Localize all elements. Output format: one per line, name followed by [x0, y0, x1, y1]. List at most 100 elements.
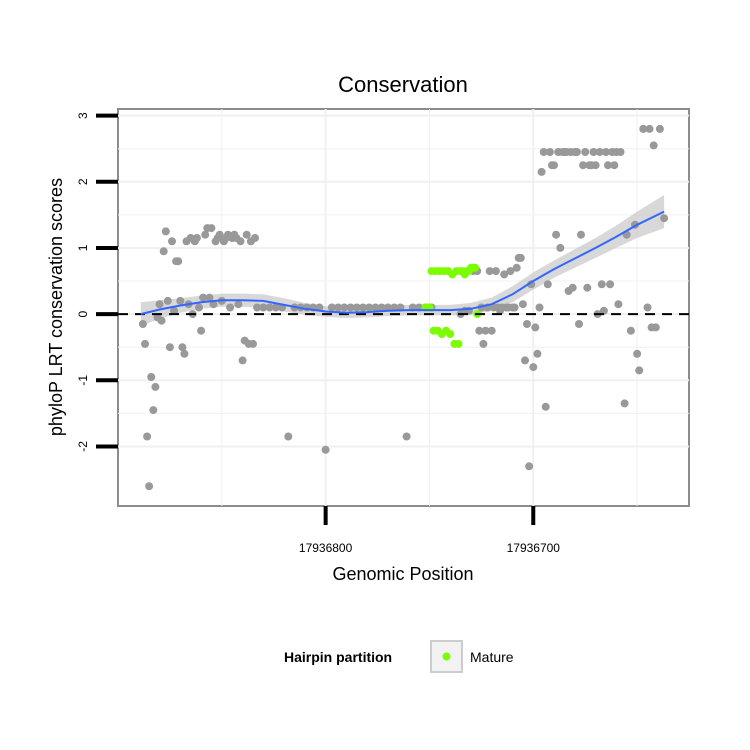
chart-title: Conservation: [338, 72, 468, 97]
data-point-other: [599, 306, 608, 315]
data-point-other: [249, 339, 257, 348]
data-point-other: [161, 227, 170, 236]
data-point-other: [253, 303, 262, 312]
data-point-other: [500, 270, 509, 279]
data-point-other: [487, 326, 496, 335]
data-point-other: [595, 148, 604, 156]
data-point-other: [180, 349, 189, 358]
data-point-other: [616, 148, 625, 156]
data-point-other: [643, 303, 652, 312]
data-point-other: [346, 303, 355, 312]
data-point-other: [334, 303, 343, 312]
legend: Hairpin partition Mature: [284, 640, 514, 673]
data-point-other: [518, 300, 527, 309]
data-point-other: [284, 432, 293, 441]
data-point-other: [157, 316, 166, 325]
data-point-other: [579, 161, 588, 170]
data-point-other: [577, 230, 585, 239]
data-point-other: [525, 462, 534, 471]
x-axis-title: Genomic Position: [332, 564, 473, 584]
data-point-other: [201, 230, 210, 239]
data-point-other: [359, 303, 367, 312]
data-point-other: [352, 303, 361, 312]
data-point-other: [510, 303, 519, 312]
y-tick-label: -2: [76, 441, 90, 452]
data-point-other: [234, 300, 243, 309]
data-point-other: [660, 214, 669, 223]
data-point-other: [591, 161, 600, 170]
data-point-other: [610, 161, 619, 170]
legend-title: Hairpin partition: [284, 649, 392, 665]
data-point-other: [552, 230, 561, 239]
legend-key-mature-icon: [442, 652, 451, 661]
data-point-other: [402, 432, 411, 441]
data-point-other: [527, 280, 536, 289]
data-point-other: [575, 320, 583, 328]
data-point-other: [649, 141, 658, 150]
legend-label-mature: Mature: [470, 649, 514, 665]
y-tick-label: 0: [76, 310, 90, 317]
data-point-other: [533, 349, 542, 358]
data-point-other: [143, 432, 152, 441]
data-point-other: [215, 230, 224, 239]
x-tick-label: 17936700: [507, 541, 561, 555]
data-point-other: [604, 161, 612, 170]
data-point-other: [614, 300, 623, 309]
data-point-other: [633, 349, 642, 358]
data-point-other: [541, 402, 550, 411]
data-point-other: [597, 280, 606, 289]
data-point-other: [516, 253, 525, 262]
data-point-other: [321, 445, 330, 454]
data-point-other: [606, 280, 615, 289]
data-point-other: [207, 224, 216, 233]
smooth-confidence-band: [140, 195, 665, 326]
data-point-other: [475, 326, 484, 335]
data-point-other: [238, 356, 247, 365]
data-point-other: [178, 343, 187, 352]
data-point-other: [635, 366, 644, 375]
data-point-other: [390, 303, 399, 312]
data-point-other: [195, 303, 203, 312]
data-point-other: [138, 320, 147, 328]
data-point-other: [165, 343, 174, 352]
y-tick-label: -1: [76, 375, 90, 386]
data-point-other: [377, 303, 386, 312]
data-point-other: [383, 303, 392, 312]
data-point-other: [545, 148, 554, 156]
data-point-other: [535, 303, 544, 312]
data-point-other: [581, 148, 590, 156]
series-other-points: [138, 124, 669, 491]
data-point-other: [481, 326, 490, 335]
data-point-other: [251, 234, 259, 242]
data-point-other: [583, 283, 592, 292]
data-point-other: [556, 243, 565, 252]
x-axis: 17936800 17936700: [299, 506, 560, 555]
data-point-other: [145, 482, 154, 491]
data-point-other: [155, 300, 164, 309]
data-point-other: [479, 339, 488, 348]
y-tick-label: 1: [76, 244, 90, 251]
data-point-other: [512, 263, 521, 272]
y-tick-label: 3: [76, 112, 90, 119]
data-point-other: [163, 296, 172, 305]
data-point-other: [174, 257, 183, 266]
data-point-mature: [471, 263, 480, 272]
data-point-other: [371, 303, 380, 312]
data-point-other: [639, 124, 648, 133]
data-point-mature: [454, 339, 463, 348]
data-point-other: [651, 323, 660, 332]
data-point-other: [205, 293, 214, 302]
data-point-other: [491, 267, 500, 276]
data-point-other: [531, 323, 540, 332]
data-point-other: [620, 399, 629, 408]
data-point-other: [539, 148, 548, 156]
data-point-other: [529, 363, 538, 372]
data-point-other: [159, 247, 168, 256]
data-point-other: [209, 300, 218, 309]
x-tick-label: 17936800: [299, 541, 353, 555]
data-point-other: [259, 303, 268, 312]
data-point-other: [199, 293, 208, 302]
data-point-other: [655, 124, 664, 133]
data-point-other: [226, 303, 235, 312]
